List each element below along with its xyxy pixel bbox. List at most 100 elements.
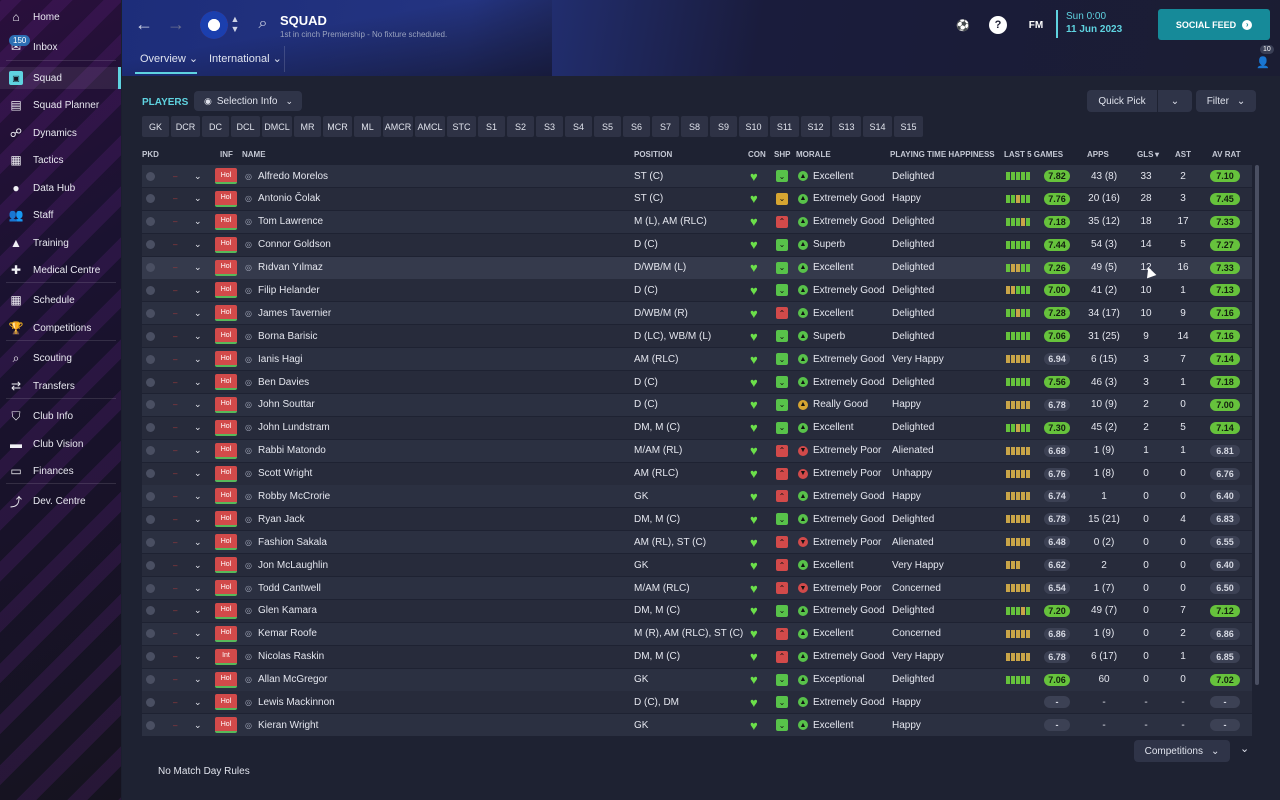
row-menu-chevron-icon[interactable]: ⌄ [194,468,202,479]
col-position[interactable]: POSITION [634,150,673,159]
inf-status-badge[interactable]: Hol [215,190,237,207]
filter-chip-s14[interactable]: S14 [863,116,892,137]
pkd-toggle[interactable] [146,371,155,393]
filter-chip-mr[interactable]: MR [294,116,321,137]
player-name[interactable]: Fashion Sakala [258,536,327,548]
pkd-toggle[interactable] [146,646,155,668]
club-switch-chevrons-icon[interactable]: ▲ ▼ [230,14,240,34]
inf-status-badge[interactable]: Hol [215,671,237,688]
tab-international[interactable]: International ⌄ [209,53,282,65]
sidebar-item-club-info[interactable]: ⛉ Club Info [0,405,121,427]
filter-chip-dc[interactable]: DC [202,116,229,137]
inf-status-badge[interactable]: Hol [215,351,237,368]
row-menu-chevron-icon[interactable]: ⌄ [194,376,202,387]
col-inf[interactable]: INF [220,150,233,159]
filter-chip-s3[interactable]: S3 [536,116,563,137]
row-menu-chevron-icon[interactable]: ⌄ [194,490,202,501]
row-menu-chevron-icon[interactable]: ⌄ [194,239,202,250]
inf-status-badge[interactable]: Hol [215,396,237,413]
row-menu-chevron-icon[interactable]: ⌄ [194,262,202,273]
sidebar-item-staff[interactable]: 👥 Staff [0,204,121,226]
col-pkd[interactable]: PKD [142,150,159,159]
player-name[interactable]: Todd Cantwell [258,582,321,594]
row-menu-chevron-icon[interactable]: ⌄ [194,513,202,524]
filter-chip-stc[interactable]: STC [447,116,476,137]
sidebar-item-data-hub[interactable]: ● Data Hub [0,177,121,199]
inf-status-badge[interactable]: Hol [215,488,237,505]
row-menu-chevron-icon[interactable]: ⌄ [194,582,202,593]
row-menu-chevron-icon[interactable]: ⌄ [194,193,202,204]
filter-chip-mcr[interactable]: MCR [323,116,352,137]
pkd-toggle[interactable] [146,623,155,645]
inf-status-badge[interactable]: Hol [215,465,237,482]
player-name[interactable]: John Lundstram [258,422,330,434]
filter-chip-s7[interactable]: S7 [652,116,679,137]
help-icon[interactable]: ? [989,16,1007,34]
sidebar-item-dev-centre[interactable]: ⤴ Dev. Centre [0,490,121,512]
pkd-toggle[interactable] [146,577,155,599]
player-name[interactable]: Jon McLaughlin [258,559,329,571]
inf-status-badge[interactable]: Hol [215,602,237,619]
pkd-toggle[interactable] [146,531,155,553]
table-row[interactable]: – ⌄ Int ◎ Nicolas Raskin DM, M (C) ♥ ⌃ ▲ Extremel… [142,645,1252,668]
col-last-5-games[interactable]: LAST 5 GAMES [1004,150,1064,159]
player-name[interactable]: Glen Kamara [258,605,317,617]
table-row[interactable]: – ⌄ Hol ◎ Todd Cantwell M/AM (RLC) ♥ ⌃ ▼ Extremel… [142,577,1252,600]
col-name[interactable]: NAME [242,150,266,159]
player-name[interactable]: Connor Goldson [258,239,331,251]
row-menu-chevron-icon[interactable]: ⌄ [194,674,202,685]
table-row[interactable]: – ⌄ Hol ◎ Connor Goldson D (C) ♥ ⌄ ▲ Superb Deligh… [142,233,1252,256]
inf-status-badge[interactable]: Int [215,648,237,665]
row-menu-chevron-icon[interactable]: ⌄ [194,445,202,456]
inf-status-badge[interactable]: Hol [215,305,237,322]
player-name[interactable]: Lewis Mackinnon [258,696,335,708]
sidebar-item-tactics[interactable]: ▦ Tactics [0,149,121,171]
inf-status-badge[interactable]: Hol [215,442,237,459]
player-name[interactable]: Allan McGregor [258,674,328,686]
row-menu-chevron-icon[interactable]: ⌄ [194,422,202,433]
sidebar-item-schedule[interactable]: ▦ Schedule [0,289,121,311]
filter-chip-s2[interactable]: S2 [507,116,534,137]
row-menu-chevron-icon[interactable]: ⌄ [194,399,202,410]
sidebar-item-squad[interactable]: ▣ Squad [0,67,121,89]
filter-chip-s4[interactable]: S4 [565,116,592,137]
table-row[interactable]: – ⌄ Hol ◎ John Souttar D (C) ♥ ⌄ ▲ Really Good Hap… [142,393,1252,416]
row-menu-chevron-icon[interactable]: ⌄ [194,353,202,364]
row-menu-chevron-icon[interactable]: ⌄ [194,559,202,570]
table-row[interactable]: – ⌄ Hol ◎ Glen Kamara DM, M (C) ♥ ⌄ ▲ Extremely G… [142,599,1252,622]
col-morale[interactable]: MORALE [796,150,831,159]
filter-chip-amcl[interactable]: AMCL [415,116,445,137]
forward-arrow-icon[interactable]: → [167,13,185,34]
inf-status-badge[interactable]: Hol [215,259,237,276]
pkd-toggle[interactable] [146,188,155,210]
player-name[interactable]: Alfredo Morelos [258,170,329,182]
pkd-toggle[interactable] [146,485,155,507]
filter-chip-dmcl[interactable]: DMCL [262,116,292,137]
social-feed-button[interactable]: SOCIAL FEED › [1158,9,1270,40]
col-apps[interactable]: APPS [1087,150,1109,159]
pkd-toggle[interactable] [146,508,155,530]
player-name[interactable]: James Tavernier [258,307,332,319]
table-row[interactable]: – ⌄ Hol ◎ Borna Barisic D (LC), WB/M (L) ♥ ⌄ ▲ Su… [142,325,1252,348]
sidebar-item-inbox[interactable]: ✉ Inbox [0,36,121,58]
inf-status-badge[interactable]: Hol [215,236,237,253]
quick-pick-dropdown[interactable]: ⌄ [1158,90,1192,112]
inf-status-badge[interactable]: Hol [215,717,237,734]
col-av-rat[interactable]: AV RAT [1212,150,1241,159]
filter-chip-s10[interactable]: S10 [739,116,768,137]
inf-status-badge[interactable]: Hol [215,374,237,391]
table-row[interactable]: – ⌄ Hol ◎ Kemar Roofe M (R), AM (RLC), ST (C)… [142,622,1252,645]
row-menu-chevron-icon[interactable]: ⌄ [194,628,202,639]
filter-chip-dcl[interactable]: DCL [231,116,260,137]
pkd-toggle[interactable] [146,714,155,736]
sidebar-item-club-vision[interactable]: ▬ Club Vision [0,433,121,455]
table-row[interactable]: – ⌄ Hol ◎ Alfredo Morelos ST (C) ♥ ⌄ ▲ Excellent D… [142,165,1252,187]
sidebar-item-transfers[interactable]: ⇄ Transfers [0,375,121,397]
sidebar-item-squad-planner[interactable]: ▤ Squad Planner [0,94,121,116]
inf-status-badge[interactable]: Hol [215,213,237,230]
table-row[interactable]: – ⌄ Hol ◎ Kieran Wright GK ♥ ⌄ ▲ Excellent Happy - -… [142,714,1252,737]
pkd-toggle[interactable] [146,440,155,462]
pkd-toggle[interactable] [146,234,155,256]
inf-status-badge[interactable]: Hol [215,419,237,436]
notifications-icon[interactable]: 👤 10 [1252,45,1274,69]
